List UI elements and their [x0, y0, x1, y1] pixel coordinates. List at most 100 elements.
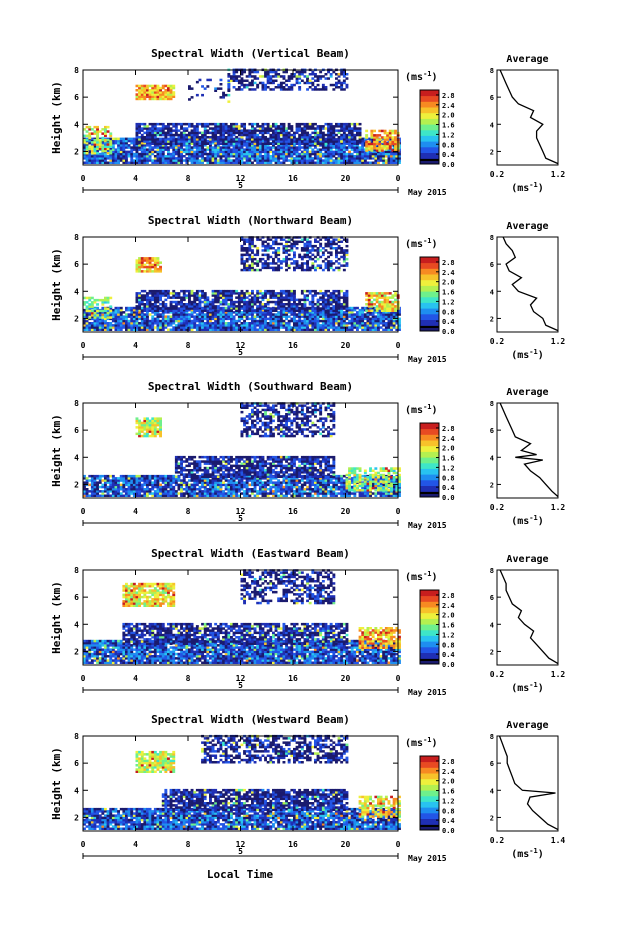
heatmap-cell [245, 324, 249, 327]
heatmap-cell [293, 311, 296, 314]
heatmap-cell [303, 262, 307, 265]
heatmap-cell [340, 136, 344, 139]
heatmap-cell [370, 296, 374, 299]
heatmap-cell [188, 125, 191, 128]
heatmap-cell [240, 70, 244, 74]
heatmap-cell [138, 161, 141, 164]
heatmap-cell [177, 159, 181, 162]
heatmap-cell [172, 319, 176, 323]
heatmap-cell [285, 315, 288, 318]
heatmap-cell [198, 78, 202, 82]
y-tick-label: 2 [74, 147, 79, 156]
heatmap-cell [109, 145, 113, 148]
heatmap-cell [148, 326, 152, 329]
heatmap-cell [227, 100, 231, 103]
heatmap-cell [277, 268, 281, 272]
heatmap-cell [327, 242, 330, 246]
heatmap-cell [167, 122, 170, 126]
heatmap-cell [264, 148, 267, 151]
heatmap-cell [358, 308, 362, 312]
heatmap-cell [345, 313, 349, 316]
heatmap-cell [277, 264, 281, 267]
heatmap-cell [135, 317, 139, 321]
heatmap-cell [356, 317, 359, 321]
heatmap-cell [193, 161, 197, 164]
heatmap-cell [348, 142, 351, 145]
heatmap-cell [167, 140, 170, 143]
heatmap-cell [392, 311, 396, 314]
heatmap-cell [253, 159, 257, 162]
heatmap-cell [285, 83, 288, 87]
heatmap-cell [261, 157, 265, 160]
heatmap-cell [201, 146, 204, 149]
heatmap-cell [295, 298, 299, 302]
heatmap-cell [219, 317, 223, 321]
heatmap-cell [332, 319, 336, 323]
heatmap-cell [251, 306, 254, 310]
heatmap-cell [245, 247, 249, 250]
heatmap-cell [261, 136, 265, 139]
heatmap-cell [353, 138, 357, 141]
heatmap-cell [111, 324, 115, 327]
heatmap-cell [195, 146, 199, 149]
heatmap-cell [135, 155, 139, 158]
heatmap-cell [332, 292, 336, 295]
heatmap-cell [285, 127, 288, 130]
heatmap-cell [188, 313, 191, 316]
heatmap-cell [392, 157, 396, 160]
month-label: May 2015 [408, 188, 447, 197]
heatmap-cell [377, 155, 380, 158]
heatmap-cell [211, 150, 215, 154]
heatmap-cell [230, 161, 233, 164]
heatmap-cell [266, 242, 270, 246]
heatmap-cell [378, 134, 382, 137]
heatmap-cell [140, 257, 144, 260]
heatmap-cell [251, 266, 254, 270]
heatmap-cell [251, 125, 254, 128]
heatmap-cell [279, 238, 283, 241]
heatmap-cell [153, 91, 157, 94]
heatmap-cell [190, 146, 194, 149]
heatmap-cell [258, 152, 262, 156]
heatmap-cell [277, 257, 281, 261]
heatmap-cell [321, 315, 325, 318]
heatmap-cell [117, 159, 120, 162]
heatmap-cell [193, 146, 197, 149]
heatmap-cell [151, 294, 155, 297]
heatmap-cell [327, 152, 330, 156]
heatmap-cell [327, 138, 330, 141]
heatmap-cell [96, 317, 99, 321]
heatmap-cell [132, 146, 136, 149]
heatmap-cell [277, 83, 281, 87]
heatmap-cell [295, 148, 299, 151]
heatmap-cell [230, 131, 233, 135]
heatmap-cell [174, 142, 178, 145]
heatmap-cell [230, 144, 233, 147]
heatmap-cell [135, 307, 139, 310]
heatmap-cell [211, 311, 215, 314]
heatmap-cell [329, 262, 333, 265]
heatmap-cell [251, 324, 254, 327]
heatmap-cell [188, 87, 191, 90]
heatmap-cell [164, 97, 168, 101]
heatmap-cell [303, 157, 307, 160]
heatmap-cell [306, 157, 309, 160]
heatmap-cell [172, 138, 176, 141]
heatmap-cell [88, 317, 92, 321]
heatmap-cell [230, 75, 233, 78]
heatmap-cell [232, 315, 236, 318]
heatmap-cell [188, 307, 191, 310]
heatmap-cell [345, 152, 349, 156]
heatmap-cell [298, 142, 302, 145]
heatmap-cell [303, 255, 307, 259]
heatmap-cell [161, 317, 165, 321]
heatmap-cell [140, 141, 144, 145]
heatmap-cell [119, 308, 123, 312]
heatmap-cell [167, 161, 170, 164]
heatmap-cell [298, 148, 302, 151]
heatmap-cell [248, 157, 252, 160]
heatmap-cell [227, 159, 231, 162]
heatmap-cell [337, 136, 341, 139]
heatmap-cell [201, 122, 204, 126]
heatmap-cell [240, 305, 244, 308]
